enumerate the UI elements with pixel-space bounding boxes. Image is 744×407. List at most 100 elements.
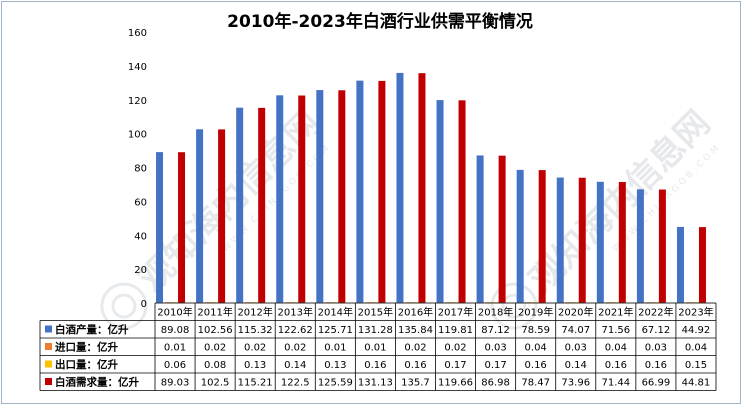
data-label: 89.08 (161, 325, 190, 336)
x-tick-label: 2019年 (518, 306, 553, 319)
x-tick-label: 2017年 (438, 306, 473, 319)
data-label: 122.62 (278, 325, 313, 336)
bars (155, 72, 716, 304)
bar-0 (596, 181, 604, 303)
x-tick-label: 2013年 (278, 306, 313, 319)
bar-0 (316, 90, 324, 303)
bar-3 (378, 80, 386, 303)
x-tick-label: 2021年 (598, 306, 633, 319)
data-label: 0.16 (605, 360, 627, 371)
data-label: 0.02 (404, 343, 426, 354)
data-label: 44.92 (682, 325, 711, 336)
bar-0 (276, 95, 284, 303)
data-label: 87.12 (481, 325, 510, 336)
bar-3 (298, 95, 306, 303)
data-label: 0.02 (444, 343, 466, 354)
data-label: 0.16 (404, 360, 426, 371)
data-label: 78.47 (521, 378, 550, 389)
y-tick-label: 60 (134, 197, 147, 208)
data-label: 102.5 (201, 378, 230, 389)
y-tick-label: 160 (128, 28, 147, 39)
bar-0 (396, 72, 404, 304)
legend-label: 白酒产量：亿升 (55, 323, 129, 336)
data-label: 67.12 (642, 325, 671, 336)
x-tick-label: 2011年 (197, 306, 232, 319)
legend-swatch (45, 343, 52, 350)
data-label: 0.14 (284, 360, 306, 371)
data-label: 0.03 (645, 343, 667, 354)
data-label: 102.56 (198, 325, 233, 336)
data-label: 131.13 (358, 378, 393, 389)
x-tick-label: 2012年 (237, 306, 272, 319)
bar-0 (196, 129, 204, 303)
bar-3 (578, 177, 586, 303)
data-label: 71.44 (602, 378, 631, 389)
data-label: 131.28 (358, 325, 393, 336)
data-label: 122.5 (281, 378, 310, 389)
data-label: 119.66 (438, 378, 473, 389)
legend-swatch (45, 325, 52, 333)
watermark-logo-icon (490, 282, 538, 330)
data-label: 0.16 (364, 360, 386, 371)
bar-3 (458, 100, 466, 304)
data-label: 0.13 (244, 360, 266, 371)
data-label: 0.01 (164, 343, 186, 354)
bar-3 (338, 90, 346, 303)
data-label: 135.84 (398, 325, 433, 336)
data-label: 89.03 (161, 378, 190, 389)
legend-swatch (45, 360, 52, 368)
data-label: 71.56 (602, 325, 631, 336)
data-label: 115.32 (238, 325, 273, 336)
bar-3 (418, 73, 426, 303)
y-tick-label: 20 (134, 265, 147, 276)
data-label: 0.13 (324, 360, 346, 371)
y-tick-label: 140 (128, 62, 147, 73)
x-tick-label: 2015年 (358, 306, 393, 319)
x-tick-label: 2022年 (638, 306, 673, 319)
x-tick-label: 2016年 (398, 306, 433, 319)
data-label: 0.02 (204, 343, 226, 354)
y-tick-label: 120 (128, 96, 147, 107)
bar-0 (356, 80, 364, 303)
data-label: 44.81 (682, 378, 711, 389)
data-label: 125.59 (318, 378, 353, 389)
x-tick-label: 2014年 (318, 306, 353, 319)
y-axis: 0 20 40 60 80 100 120 140 160 (128, 28, 147, 310)
bar-3 (538, 170, 546, 303)
data-label: 78.59 (521, 325, 550, 336)
bar-3 (218, 129, 226, 303)
legend-label: 白酒需求量：亿升 (55, 376, 139, 389)
data-label: 0.15 (685, 360, 707, 371)
legend-label: 进口量：亿升 (55, 341, 118, 354)
bar-3 (178, 152, 186, 303)
y-tick-label: 80 (134, 164, 147, 175)
data-label: 0.01 (324, 343, 346, 354)
x-tick-label: 2020年 (558, 306, 593, 319)
data-label: 125.71 (318, 325, 353, 336)
y-tick-label: 100 (128, 130, 147, 141)
bar-0 (156, 152, 164, 303)
data-label: 73.96 (561, 378, 590, 389)
data-label: 119.81 (438, 325, 473, 336)
watermark-logo-inner (111, 293, 137, 319)
bar-0 (636, 189, 644, 303)
data-label: 0.04 (605, 343, 627, 354)
data-label: 0.01 (364, 343, 386, 354)
data-table: 2010年 2011年 2012年 2013年 2014年 2015年 2016年 2017年… (39, 302, 717, 391)
bar-0 (516, 169, 524, 303)
data-label: 115.21 (238, 378, 273, 389)
bar-3 (618, 181, 626, 303)
data-label: 86.98 (481, 378, 510, 389)
x-tick-label: 2018年 (478, 306, 513, 319)
data-label: 74.07 (561, 325, 590, 336)
bar-3 (658, 189, 666, 303)
bar-3 (698, 227, 706, 303)
y-tick-label: 40 (134, 231, 147, 242)
x-tick-label: 2010年 (157, 306, 192, 319)
data-label: 0.03 (565, 343, 587, 354)
data-label: 0.14 (565, 360, 587, 371)
data-label: 0.17 (484, 360, 506, 371)
bar-3 (258, 107, 266, 303)
